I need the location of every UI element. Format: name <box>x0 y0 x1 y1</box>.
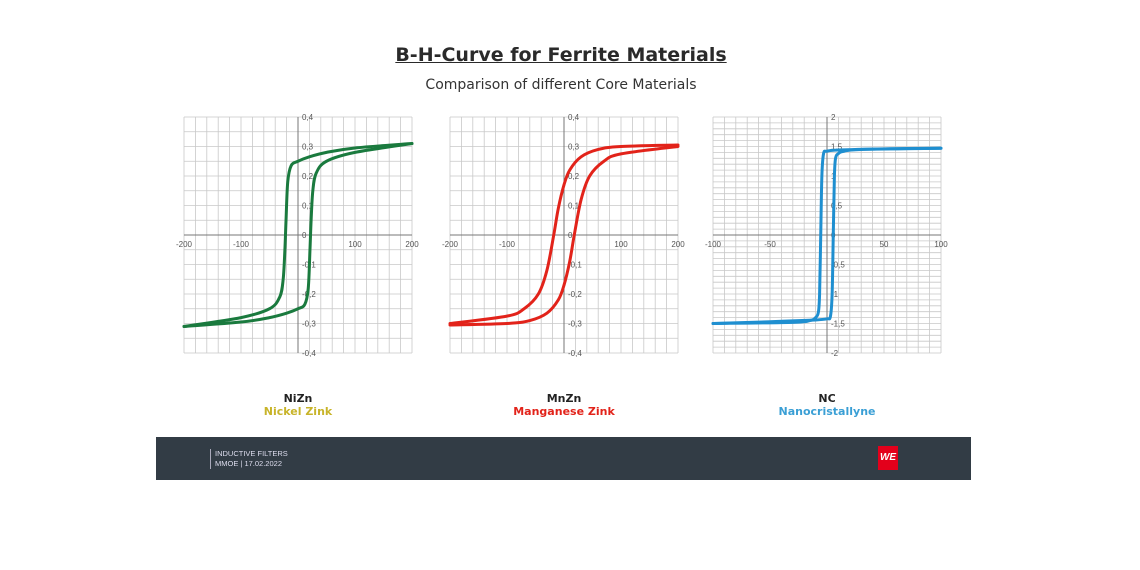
label-nc: NC Nanocristallyne <box>707 392 947 418</box>
x-tick-label: 100 <box>614 240 628 249</box>
y-tick-label: -0,5 <box>831 261 845 270</box>
x-tick-label: 50 <box>880 240 889 249</box>
ascending-branch <box>711 146 943 325</box>
x-tick-label: -200 <box>442 240 459 249</box>
chart-name: NiZn <box>283 392 313 405</box>
y-tick-label: 0 <box>302 231 307 240</box>
y-tick-label: 0,3 <box>568 143 580 152</box>
descending-branch <box>448 143 680 325</box>
descending-branch <box>182 142 414 328</box>
y-tick-label: 2 <box>831 113 836 122</box>
x-tick-label: -50 <box>764 240 776 249</box>
footer-text: INDUCTIVE FILTERS MMOE | 17.02.2022 <box>210 449 288 469</box>
x-tick-label: -100 <box>705 240 722 249</box>
y-tick-label: 0,4 <box>302 113 314 122</box>
chart-nizn: -200 -100 100 200-0,4-0,3-0,2-0,100,10,20,3… <box>176 113 419 358</box>
chart-name: MnZn <box>546 392 582 405</box>
footer-line1: INDUCTIVE FILTERS <box>215 449 288 458</box>
x-tick-label: -100 <box>499 240 516 249</box>
footer-line2: MMOE | 17.02.2022 <box>215 459 282 468</box>
y-tick-label: 0,1 <box>568 202 580 211</box>
x-tick-label: 200 <box>405 240 419 249</box>
ascending-branch <box>182 142 414 328</box>
y-tick-label: -0,3 <box>302 320 316 329</box>
y-tick-label: -1,5 <box>831 320 845 329</box>
footer-bar: INDUCTIVE FILTERS MMOE | 17.02.2022 WE <box>156 437 971 480</box>
y-tick-label: -0,3 <box>568 320 582 329</box>
y-tick-label: 0,1 <box>302 202 314 211</box>
slide-title: B-H-Curve for Ferrite Materials <box>395 44 727 66</box>
chart-nc: -100 -50 50 100-2-1,5-1-0,500,511,52 <box>705 113 948 358</box>
chart-name: NC <box>818 392 836 405</box>
y-tick-label: 0 <box>568 231 573 240</box>
chart-subname: Nanocristallyne <box>778 405 876 418</box>
y-tick-label: 1,5 <box>831 143 843 152</box>
x-tick-label: 200 <box>671 240 685 249</box>
label-nizn: NiZn Nickel Zink <box>178 392 418 418</box>
slide-subtitle: Comparison of different Core Materials <box>425 77 697 93</box>
x-tick-label: -200 <box>176 240 193 249</box>
y-tick-label: -1 <box>831 290 839 299</box>
y-tick-label: -0,1 <box>568 261 582 270</box>
y-tick-label: 0,2 <box>568 172 580 181</box>
y-tick-label: 0,3 <box>302 143 314 152</box>
label-mnzn: MnZn Manganese Zink <box>444 392 684 418</box>
y-tick-label: 0,5 <box>831 202 843 211</box>
chart-mnzn: -200 -100 100 200 -0,4 -0,3 -0,2 -0,1 0 0,1 0,2 0,3… <box>442 113 685 358</box>
y-tick-label: 0,2 <box>302 172 314 181</box>
x-tick-label: 100 <box>348 240 362 249</box>
y-tick-label: -0,4 <box>568 349 582 358</box>
y-tick-label: -0,2 <box>568 290 582 299</box>
ascending-branch <box>448 145 680 327</box>
y-tick-label: -0,4 <box>302 349 316 358</box>
y-tick-label: 0,4 <box>568 113 580 122</box>
we-logo: WE <box>878 446 898 470</box>
y-tick-label: -0,2 <box>302 290 316 299</box>
chart-subname: Nickel Zink <box>263 405 333 418</box>
x-tick-label: -100 <box>233 240 250 249</box>
chart-subname: Manganese Zink <box>513 405 615 418</box>
x-tick-label: 100 <box>934 240 948 249</box>
y-tick-label: -2 <box>831 349 839 358</box>
